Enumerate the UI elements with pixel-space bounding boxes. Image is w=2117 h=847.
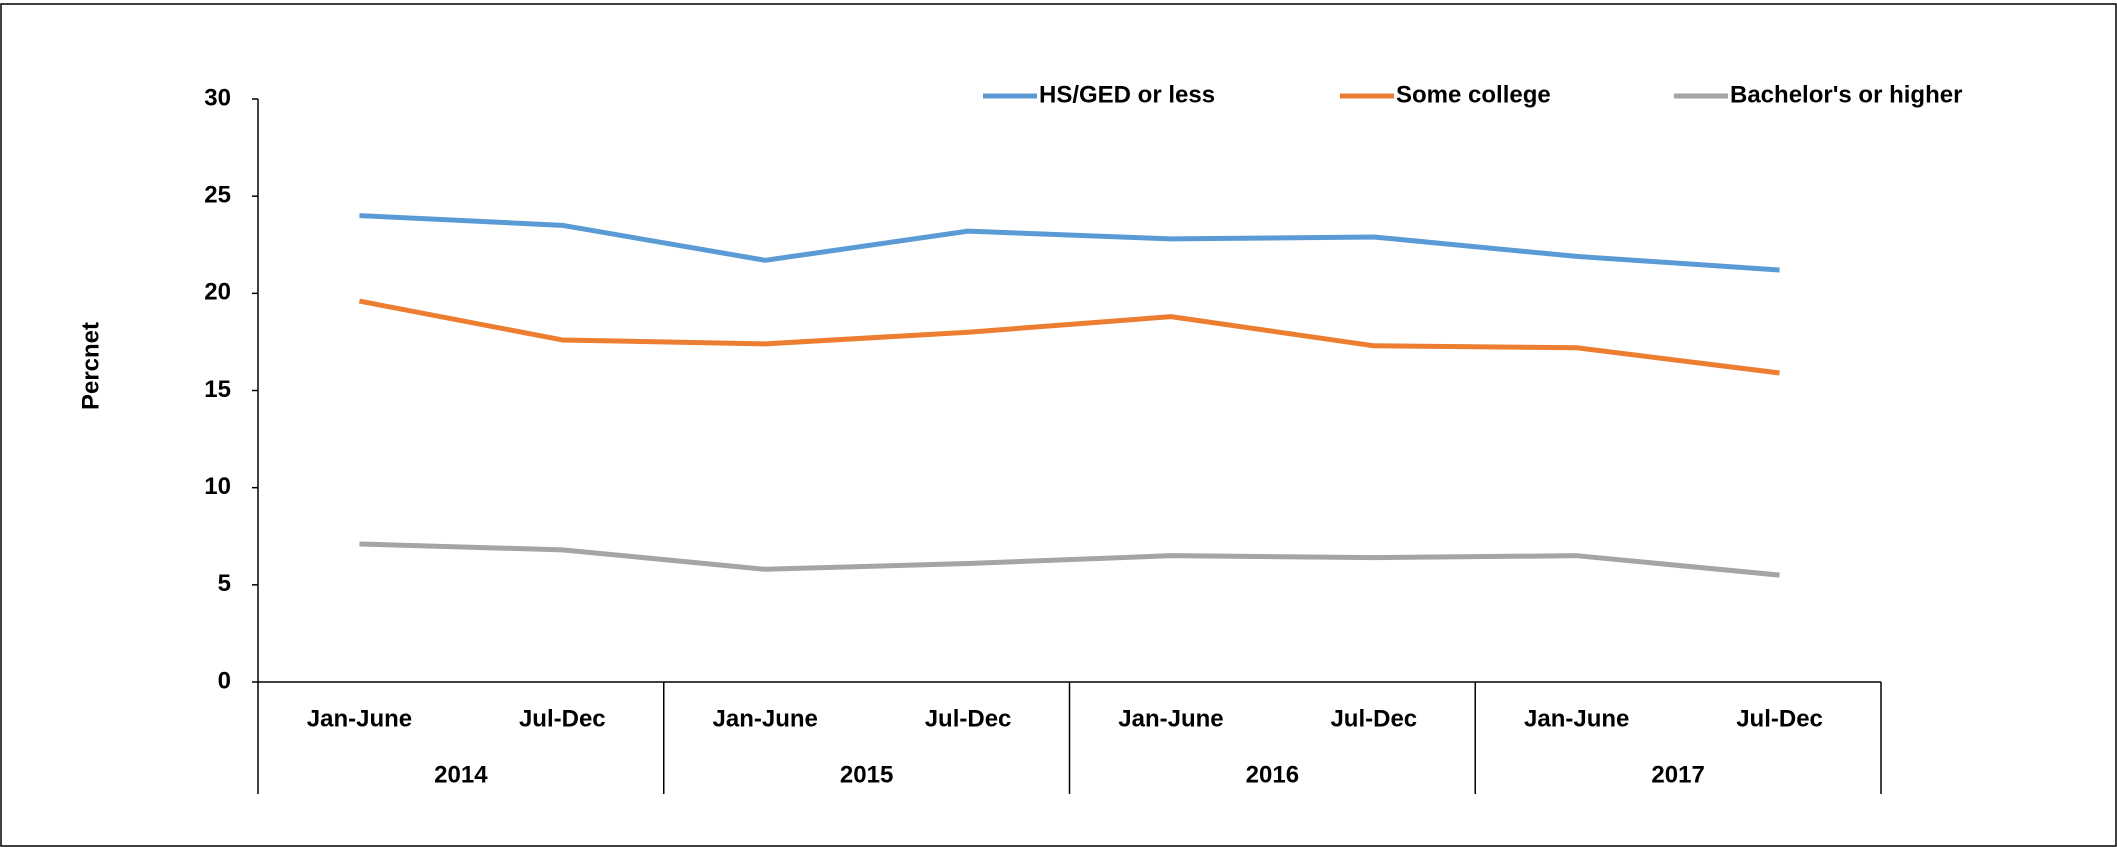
group-label: 2014: [434, 761, 488, 788]
legend-label: HS/GED or less: [1039, 81, 1215, 108]
group-label: 2015: [840, 761, 893, 788]
x-tick-label: Jul-Dec: [1330, 705, 1417, 732]
y-tick-label: 10: [204, 473, 231, 500]
x-tick-label: Jan-June: [307, 705, 412, 732]
y-tick-label: 25: [204, 182, 231, 209]
chart-border: [0, 3, 2117, 847]
y-tick-label: 15: [204, 376, 231, 403]
series-line: [358, 298, 1780, 376]
x-tick-label: Jul-Dec: [925, 705, 1012, 732]
y-tick-label: 0: [218, 667, 231, 694]
y-tick-label: 5: [218, 570, 231, 597]
x-tick-label: Jul-Dec: [1736, 705, 1823, 732]
x-tick-label: Jan-June: [1118, 705, 1223, 732]
legend-label: Some college: [1396, 81, 1551, 108]
y-axis-label: Percnet: [77, 322, 104, 410]
group-label: 2017: [1651, 761, 1704, 788]
x-tick-label: Jul-Dec: [519, 705, 606, 732]
series-line: [359, 541, 1780, 578]
x-tick-label: Jan-June: [713, 705, 818, 732]
y-tick-label: 30: [204, 84, 231, 111]
group-label: 2016: [1246, 761, 1299, 788]
x-tick-label: Jan-June: [1524, 705, 1629, 732]
legend-label: Bachelor's or higher: [1730, 81, 1962, 108]
series-line: [359, 213, 1780, 273]
y-tick-label: 20: [204, 279, 231, 306]
